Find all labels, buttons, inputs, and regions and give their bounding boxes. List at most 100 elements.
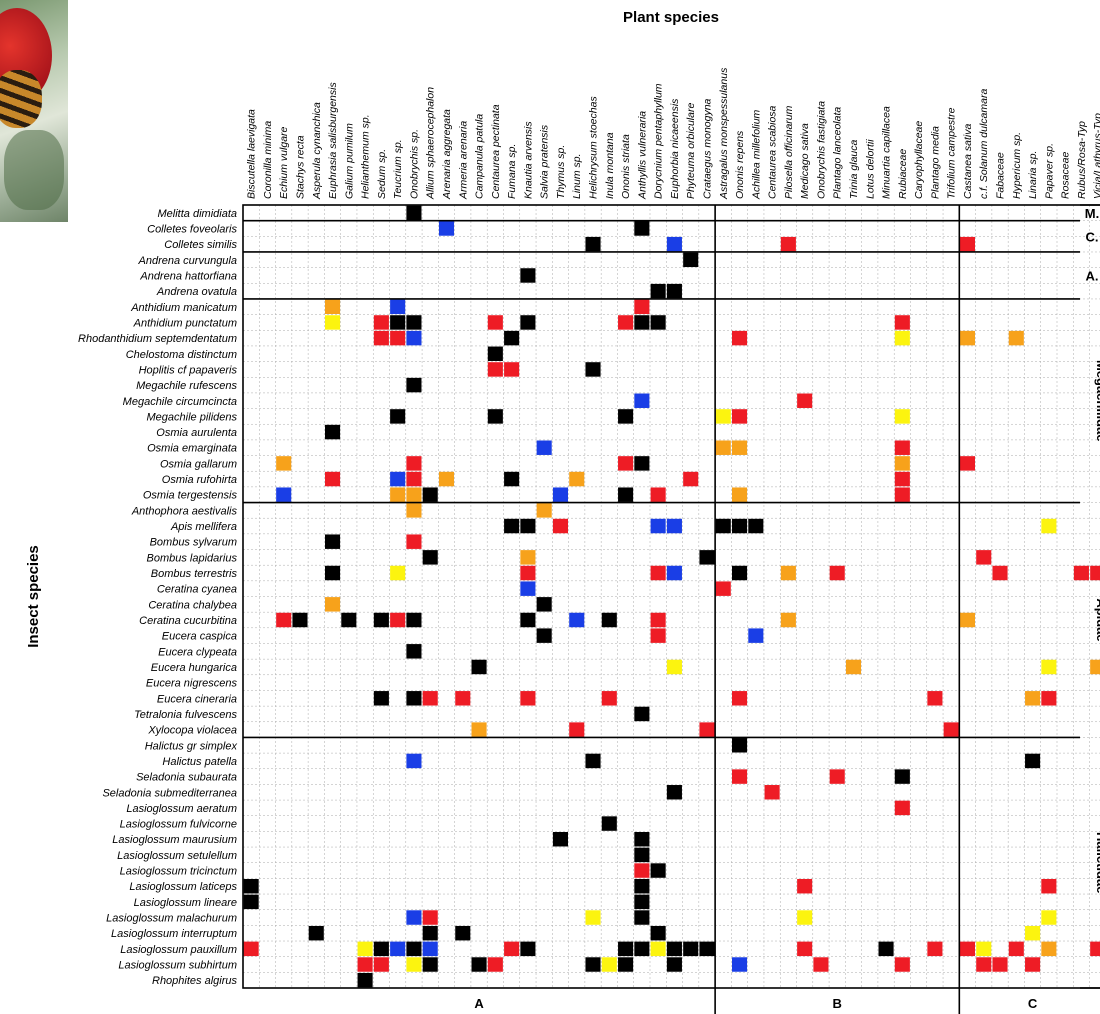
plant-label-euphorbia-nicaeensis: Euphorbia nicaeensis (669, 98, 681, 199)
insect-label-chelostoma-distinctum: Chelostoma distinctum (126, 349, 237, 361)
cell-anthidium-punctatum-euphrasia-salisburgensis (325, 315, 341, 330)
insect-label-apis-mellifera: Apis mellifera (170, 521, 237, 533)
insect-label-seladonia-subaurata: Seladonia subaurata (136, 772, 237, 784)
cell-osmia-rufohirta-onobrychis-sp (406, 471, 422, 487)
cell-osmia-tergestensis-teucrium-sp (390, 487, 406, 502)
plant-label-castanea-sativa: Castanea sativa (962, 124, 974, 199)
cell-lasioglossum-pauxillum-fumana-sp (504, 941, 520, 957)
cell-halictus-patella-linaria-sp (1025, 753, 1041, 769)
cell-halictus-patella-helichrysum-stoechas (585, 753, 601, 769)
plant-label-anthyllis-vulneraria: Anthyllis vulneraria (636, 111, 648, 200)
cell-lasioglossum-pauxillum-castanea-sativa (959, 941, 975, 957)
cell-rhodanthidium-septemdentatum-ononis-repens (732, 330, 748, 346)
cell-lasioglossum-subhirtum-euphorbia-nicaeensis (666, 957, 682, 972)
insect-label-megachile-rufescens: Megachile rufescens (136, 380, 237, 392)
plant-label-trifolium-campestre: Trifolium campestre (946, 107, 958, 199)
insect-label-hoplitis-cf-papaveris: Hoplitis cf papaveris (139, 364, 238, 376)
cell-bombus-terrestris-pilosella-officinarum (780, 565, 796, 581)
insect-label-lasioglossum-aeratum: Lasioglossum aeratum (126, 803, 237, 815)
plant-label-rubus-rosa-typ: Rubus/Rosa-Typ (1076, 121, 1088, 199)
cell-eucera-cineraria-inula-montana (601, 691, 617, 706)
plant-label-onobrychis-fastigiata: Onobrychis fastigiata (815, 101, 827, 199)
cell-tetralonia-fulvescens-anthyllis-vulneraria (634, 706, 650, 722)
cell-osmia-rufohirta-arenaria-aggregata (438, 471, 455, 487)
plant-label-echium-vulgare: Echium vulgare (278, 126, 290, 199)
cell-rhodanthidium-septemdentatum-castanea-sativa (959, 330, 975, 346)
cell-eucera-hungarica-euphorbia-nicaeensis (666, 659, 682, 675)
family-labels: M. C. A. Megachilidae Apidae Halictidae (1085, 206, 1100, 894)
insect-label-lasioglossum-pauxillum: Lasioglossum pauxillum (120, 944, 237, 956)
cell-lasioglossum-interruptum-allium-sphaerocephalon (422, 925, 438, 941)
cell-osmia-gallarum-anthyllis-vulneraria (634, 456, 650, 471)
cell-osmia-gallarum-rubiaceae (894, 456, 910, 471)
cell-ceratina-cucurbitina-onobrychis-sp (406, 612, 422, 628)
cell-halictus-gr-simplex-ononis-repens (732, 738, 748, 753)
plant-label-helichrysum-stoechas: Helichrysum stoechas (588, 96, 600, 199)
plant-label-arenaria-aggregata: Arenaria aggregata (441, 109, 453, 200)
cell-anthidium-manicatum-anthyllis-vulneraria (634, 299, 650, 315)
plant-label-trinia-glauca: Trinia glauca (848, 140, 860, 199)
plant-label-astragalus-monspessulanus: Astragalus monspessulanus (718, 67, 730, 200)
cell-osmia-tergestensis-echium-vulgare (276, 487, 292, 502)
plant-label-fabaceae: Fabaceae (995, 152, 1007, 199)
cell-megachile-rufescens-onobrychis-sp (406, 377, 422, 393)
plant-label-ononis-striata: Ononis striata (620, 134, 632, 199)
insect-label-eucera-caspica: Eucera caspica (162, 631, 237, 643)
cell-lasioglossum-pauxillum-teucrium-sp (390, 941, 406, 957)
plant-label-centaurea-scabiosa: Centaurea scabiosa (767, 105, 779, 199)
plant-label-plantago-lanceolata: Plantago lanceolata (832, 107, 844, 199)
insect-label-eucera-cineraria: Eucera cineraria (157, 693, 237, 705)
cell-anthophora-aestivalis-onobrychis-sp (406, 503, 422, 518)
cell-lasioglossum-pauxillum-helianthemum-sp (357, 941, 373, 957)
cell-bombus-terrestris-knautia-arvensis (520, 565, 536, 581)
plant-label-allium-sphaerocephalon: Allium sphaerocephalon (425, 87, 437, 200)
cell-apis-mellifera-achillea-millefolium (748, 518, 764, 534)
cell-layer (243, 205, 1100, 988)
cell-lasioglossum-subhirtum-ononis-striata (618, 957, 634, 972)
cell-lasioglossum-malachurum-medicago-sativa (797, 910, 813, 925)
plant-label-c-f-solanum-dulcamara: c.f. Solanum dulcamara (978, 89, 990, 199)
cell-osmia-tergestensis-dorycnium-pentaphyllum (650, 487, 666, 502)
cell-lasioglossum-interruptum-armeria-arenaria (455, 925, 471, 941)
insect-label-eucera-nigrescens: Eucera nigrescens (146, 678, 238, 690)
cell-bombus-lapidarius-crataegus-monogyna (699, 550, 715, 565)
plant-label-sedum-sp: Sedum sp. (376, 149, 388, 199)
plant-label-linum-sp: Linum sp. (571, 153, 583, 199)
cell-eucera-cineraria-ononis-repens (732, 691, 748, 706)
cell-lasioglossum-fulvicorne-inula-montana (601, 816, 617, 831)
cell-osmia-rufohirta-teucrium-sp (390, 471, 406, 487)
cell-ceratina-cucurbitina-castanea-sativa (959, 612, 975, 628)
cell-bombus-terrestris-plantago-lanceolata (829, 565, 845, 581)
insect-label-bombus-terrestris: Bombus terrestris (151, 568, 238, 580)
cell-osmia-gallarum-echium-vulgare (276, 456, 292, 471)
plant-label-papaver-sp: Papaver sp. (1043, 143, 1055, 199)
cell-lasioglossum-laticeps-biscutella-laevigata (243, 878, 259, 894)
cell-colletes-similis-pilosella-officinarum (780, 236, 796, 252)
insect-label-andrena-curvungula: Andrena curvungula (138, 255, 237, 267)
cell-osmia-emarginata-rubiaceae (894, 440, 910, 455)
cell-seladonia-subaurata-plantago-lanceolata (829, 769, 845, 784)
cell-lasioglossum-pauxillum-ononis-striata (618, 941, 634, 957)
cell-osmia-tergestensis-thymus-sp (552, 487, 568, 502)
cell-apis-mellifera-ononis-repens (732, 518, 748, 534)
cell-bombus-terrestris-teucrium-sp (390, 565, 406, 581)
cell-lasioglossum-subhirtum-ononis-repens (732, 957, 748, 972)
cell-ceratina-cucurbitina-dorycnium-pentaphyllum (650, 612, 666, 628)
group-labels: A B C (474, 996, 1038, 1011)
cell-lasioglossum-laticeps-medicago-sativa (797, 878, 813, 894)
insect-label-rhodanthidium-septemdentatum: Rhodanthidium septemdentatum (78, 333, 237, 345)
insect-label-anthophora-aestivalis: Anthophora aestivalis (131, 505, 238, 517)
cell-chelostoma-distinctum-centaurea-pectinata (487, 346, 503, 361)
cell-megachile-pilidens-ononis-striata (618, 409, 634, 424)
plant-label-onobrychis-sp: Onobrychis sp. (408, 129, 420, 199)
cell-lasioglossum-subhirtum-onobrychis-fastigiata (813, 957, 829, 972)
bee-shape (0, 70, 42, 128)
cell-lasioglossum-subhirtum-linaria-sp (1025, 957, 1041, 972)
cell-lasioglossum-malachurum-helichrysum-stoechas (585, 910, 601, 925)
insect-label-lasioglossum-lineare: Lasioglossum lineare (134, 897, 237, 909)
insect-label-lasioglossum-setulellum: Lasioglossum setulellum (117, 850, 237, 862)
family-label-m: M. (1085, 206, 1099, 221)
cell-andrena-ovatula-dorycnium-pentaphyllum (650, 283, 666, 299)
chart-title: Plant species (623, 9, 719, 26)
cell-apis-mellifera-euphorbia-nicaeensis (666, 518, 682, 534)
